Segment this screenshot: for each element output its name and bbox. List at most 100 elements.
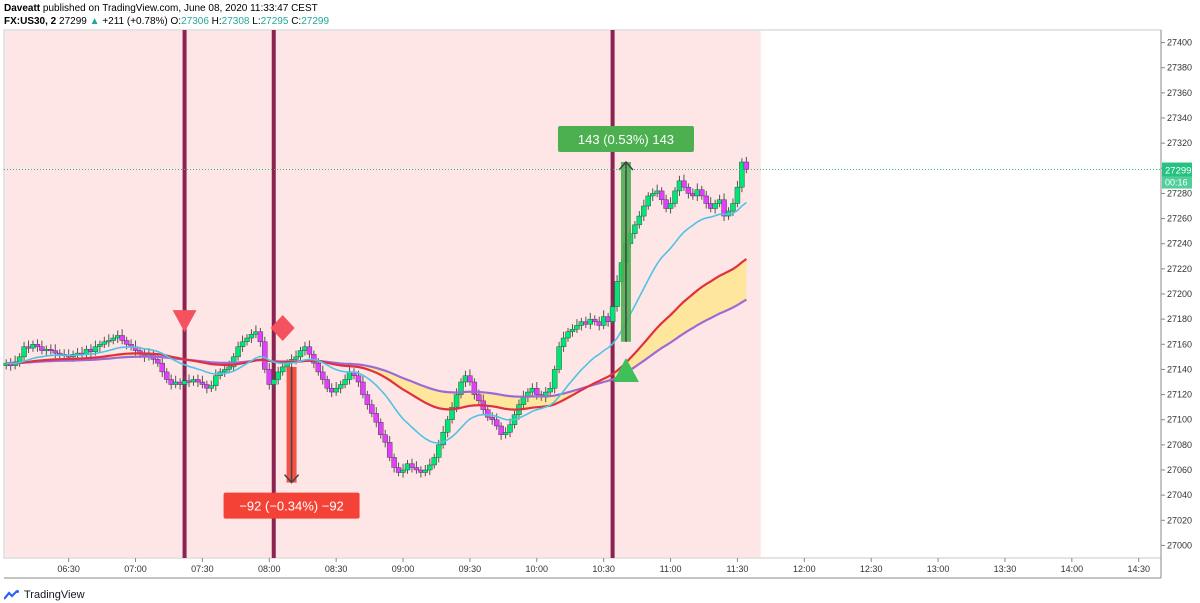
candle-body xyxy=(493,419,500,427)
candle-body xyxy=(721,199,727,217)
time-tick-label: 11:30 xyxy=(727,564,749,574)
candle xyxy=(685,183,692,199)
time-tick-label: 10:00 xyxy=(526,564,549,574)
change-up-icon: ▲ xyxy=(89,16,100,27)
candle xyxy=(413,461,420,474)
high-value: 27308 xyxy=(221,16,250,27)
candle-body xyxy=(373,413,379,423)
candle xyxy=(297,346,304,361)
candle-body xyxy=(172,381,179,385)
candle-body xyxy=(279,366,286,373)
candle-body xyxy=(418,469,424,473)
time-tick-label: 09:00 xyxy=(392,564,415,574)
candle-body xyxy=(386,442,393,458)
price-tick-label: 27240 xyxy=(1167,239,1192,249)
candle-body xyxy=(155,359,161,364)
candle-body xyxy=(342,379,348,385)
candle-body xyxy=(355,375,362,383)
candle-body xyxy=(271,379,277,385)
sell-triangle-icon xyxy=(172,310,197,333)
price-tick-label: 27060 xyxy=(1167,465,1192,475)
candle xyxy=(427,458,433,476)
candle-body xyxy=(382,434,388,443)
close-value: 27299 xyxy=(301,16,330,27)
buy-triangle-icon xyxy=(612,357,639,382)
candle xyxy=(364,390,371,410)
price-tick-label: 27380 xyxy=(1167,63,1192,73)
publish-line: Daveatt published on TradingView.com, Ju… xyxy=(4,2,329,15)
candle-body xyxy=(551,369,558,389)
candle xyxy=(159,356,165,377)
candle-body xyxy=(587,318,594,325)
candle-body xyxy=(681,180,687,188)
candle-body xyxy=(636,215,643,226)
candle-body xyxy=(489,417,495,420)
time-tick-label: 09:30 xyxy=(459,564,482,574)
candle-body xyxy=(190,379,197,383)
candle-body xyxy=(48,349,54,352)
price-tick-label: 27000 xyxy=(1167,540,1192,550)
candle-body xyxy=(186,380,192,383)
candle xyxy=(507,418,513,438)
brand-name[interactable]: TradingView xyxy=(24,589,85,601)
candle-body xyxy=(583,321,589,325)
candle xyxy=(39,340,45,355)
long-trade-label: 143 (0.53%) 143 xyxy=(578,132,674,147)
candle-body xyxy=(676,180,683,192)
candle-body xyxy=(293,356,299,360)
candle-body xyxy=(106,340,112,343)
candle-body xyxy=(400,469,406,473)
candle-body xyxy=(378,422,384,436)
author-name[interactable]: Daveatt xyxy=(4,3,41,14)
price-value: 27299 xyxy=(59,16,87,27)
time-tick-label: 10:30 xyxy=(592,564,615,574)
symbol-label[interactable]: FX:US30, 2 xyxy=(4,16,57,27)
candle-body xyxy=(672,190,678,204)
time-tick-label: 07:30 xyxy=(191,564,214,574)
candle-body xyxy=(614,281,620,307)
long-trade-label-box xyxy=(557,126,694,152)
candle-body xyxy=(440,432,446,446)
candle-body xyxy=(275,371,281,380)
candle xyxy=(181,375,188,389)
candle xyxy=(244,334,250,346)
candle xyxy=(485,405,491,421)
candle-body xyxy=(654,190,660,194)
candle-body xyxy=(520,396,527,405)
candle-body xyxy=(632,224,638,234)
candle-body xyxy=(43,349,50,352)
candle-body xyxy=(164,371,170,380)
candle-body xyxy=(208,385,215,389)
candle-body xyxy=(262,341,268,370)
candle-body xyxy=(34,344,41,347)
candle-body xyxy=(337,384,344,389)
time-tick-label: 12:30 xyxy=(860,564,883,574)
time-tick-label: 07:00 xyxy=(124,564,147,574)
candle-body xyxy=(565,331,571,339)
price-tick-label: 27040 xyxy=(1167,490,1192,500)
candle xyxy=(672,187,678,208)
candle-body xyxy=(181,380,188,385)
candle-body xyxy=(507,424,513,433)
time-tick-label: 12:00 xyxy=(793,564,816,574)
candle-body xyxy=(600,316,607,326)
candle-body xyxy=(324,379,330,389)
candle-body xyxy=(690,193,696,197)
candle xyxy=(440,426,446,449)
candle-body xyxy=(578,321,585,326)
candle-body xyxy=(391,457,397,468)
candle xyxy=(721,193,727,222)
candle xyxy=(565,327,571,342)
candle-body xyxy=(21,346,27,358)
price-tick-label: 27260 xyxy=(1167,214,1192,224)
footer: TradingView xyxy=(4,589,85,601)
candle xyxy=(502,427,509,439)
candle-body xyxy=(213,375,219,386)
candle-body xyxy=(498,425,504,436)
candle xyxy=(632,221,638,239)
candle xyxy=(444,415,451,438)
candle xyxy=(556,341,562,374)
low-label: L: xyxy=(252,16,261,27)
tradingview-logo-icon[interactable] xyxy=(4,590,20,600)
